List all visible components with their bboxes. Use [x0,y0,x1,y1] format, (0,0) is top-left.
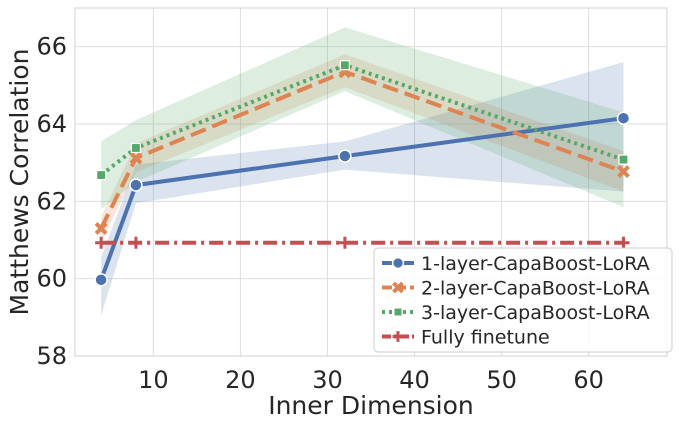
3-layer-capaboost-lora-line [99,63,625,177]
1-layer-capaboost-lora-point [94,273,108,287]
series-lines [99,63,625,281]
y-tick-label: 58 [36,342,67,370]
3-layer-capaboost-lora-point [130,142,142,154]
3-layer-capaboost-lora-point [618,154,629,165]
legend-marker [391,256,405,270]
2-layer-capaboost-lora-line [99,69,625,230]
legend-marker [393,307,403,317]
legend-label: 2-layer-CapaBoost-LoRA [421,278,650,300]
x-tick-labels: 10 20 30 40 50 60 [138,366,604,394]
1-layer-capaboost-lora-point [338,149,352,163]
y-tick-label: 62 [36,187,67,215]
2-layer-capaboost-lora-point [617,165,630,178]
x-tick-label: 40 [399,366,430,394]
2-layer-capaboost-lora-point [129,151,143,165]
y-axis-title: Matthews Correlation [5,49,34,316]
x-axis-title: Inner Dimension [268,391,474,420]
x-tick-label: 10 [138,366,169,394]
1-layer-capaboost-lora-point [616,111,631,125]
3-layer-capaboost-lora-band [101,27,624,210]
series-markers [94,60,631,287]
legend-label: 1-layer-CapaBoost-LoRA [421,253,650,275]
3-layer-capaboost-lora-point [96,169,107,181]
legend-label: 3-layer-CapaBoost-LoRA [421,302,650,324]
2-layer-capaboost-lora-point [94,221,108,235]
legend-label: Fully finetune [421,327,550,349]
grid [75,8,667,357]
x-tick-label: 30 [312,366,343,394]
y-tick-labels: 58 60 62 64 66 [36,33,67,370]
legend-marker [392,281,404,294]
y-tick-label: 66 [36,33,67,61]
x-tick-label: 50 [486,366,517,394]
fully-finetune-point [129,236,142,249]
2-layer-capaboost-lora-band [101,54,624,242]
fully-finetune-point [617,236,630,249]
y-tick-label: 60 [36,265,67,293]
plot-frame [74,7,668,357]
x-tick-label: 20 [225,366,256,394]
legend: 1-layer-CapaBoost-LoRA 2-layer-CapaBoost-… [373,247,673,353]
1-layer-capaboost-lora-line [99,116,624,281]
legend-marker [392,331,404,342]
fully-finetune-point [95,236,108,249]
y-tick-label: 64 [36,110,67,138]
3-layer-capaboost-lora-point [339,60,350,71]
legend-box [373,247,673,353]
1-layer-capaboost-lora-point [129,178,143,192]
x-tick-label: 60 [573,366,604,394]
fully-finetune-point [338,236,351,249]
